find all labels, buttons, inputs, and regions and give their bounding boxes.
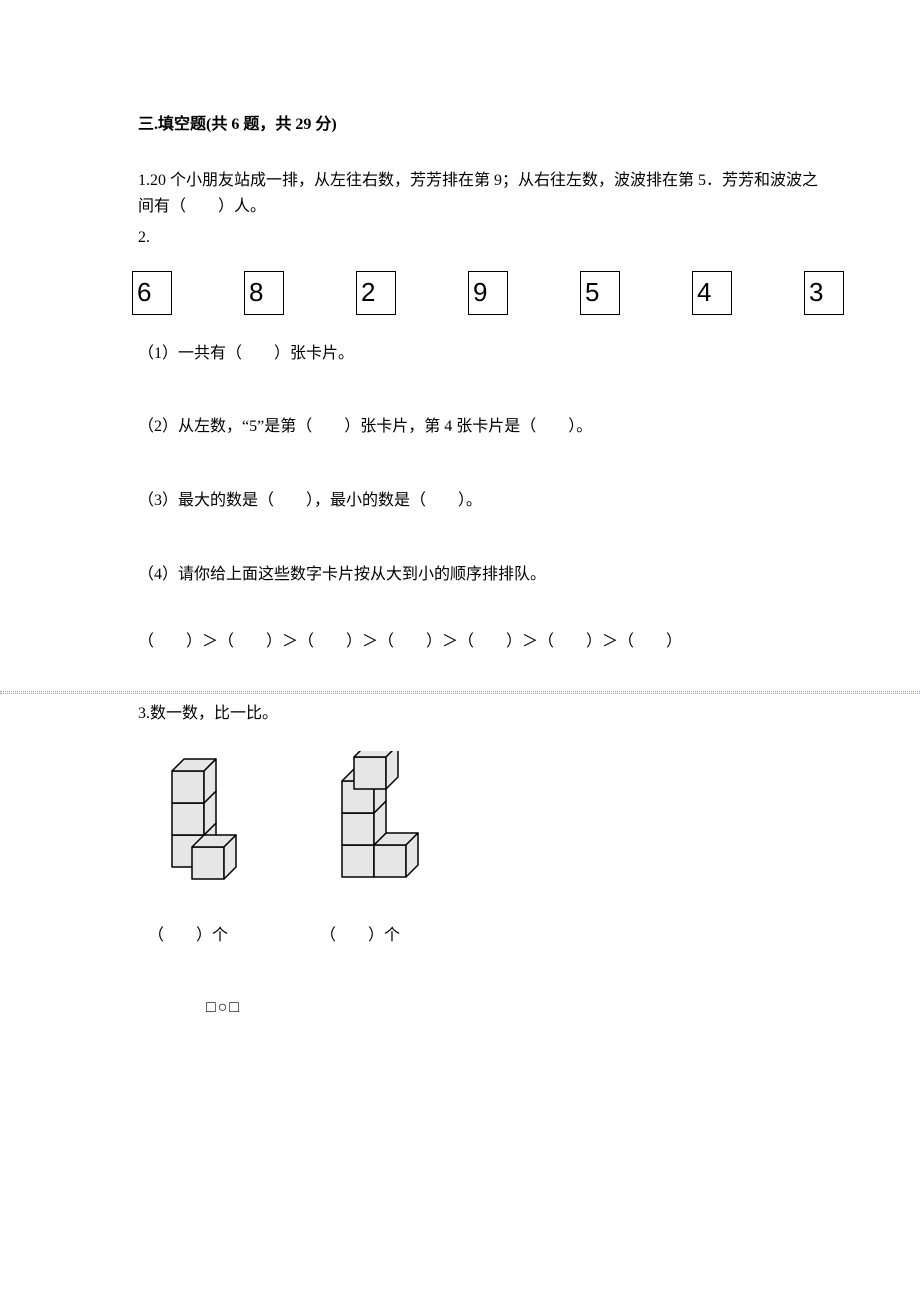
cube-captions: （ ）个 （ ）个 [148,901,820,945]
number-card: 9 [468,271,508,315]
cube-figure-1 [148,751,268,881]
cube-figure-2 [328,751,448,881]
section-title: 三.填空题(共 6 题，共 29 分) [138,110,820,134]
cube-caption-2: （ ）个 [320,921,400,945]
card-row: 6 8 2 9 5 4 3 [132,271,894,315]
question-2-sub2: （2）从左数，“5”是第（ ）张卡片，第 4 张卡片是（ ）。 [138,414,820,440]
number-card: 3 [804,271,844,315]
shape-placeholders: □○□ [206,999,820,1017]
question-2-sub1: （1）一共有（ ）张卡片。 [138,341,820,367]
question-3-label: 3.数一数，比一比。 [138,701,820,727]
question-3: 3.数一数，比一比。 [138,701,820,1017]
question-2-sub4: （4）请你给上面这些数字卡片按从大到小的顺序排排队。 [138,562,820,588]
dotted-separator [0,691,920,692]
question-2-sequence: （ ）＞（ ）＞（ ）＞（ ）＞（ ）＞（ ）＞（ ） [138,627,820,651]
number-card: 5 [580,271,620,315]
number-card: 6 [132,271,172,315]
cubes-row [148,751,820,881]
dotted-separator [0,693,920,694]
question-1: 1.20 个小朋友站成一排，从左往右数，芳芳排在第 9；从右往左数，波波排在第 … [138,168,820,219]
question-2-sub3: （3）最大的数是（ ），最小的数是（ ）。 [138,488,820,514]
question-1-text: 1.20 个小朋友站成一排，从左往右数，芳芳排在第 9；从右往左数，波波排在第 … [138,168,820,219]
number-card: 2 [356,271,396,315]
number-card: 8 [244,271,284,315]
number-card: 4 [692,271,732,315]
question-2: 2. 6 8 2 9 5 4 3 （1）一共有（ ）张卡片。 （2）从左数，“5… [138,225,820,651]
question-2-label: 2. [138,225,820,251]
cube-caption-1: （ ）个 [148,921,228,945]
